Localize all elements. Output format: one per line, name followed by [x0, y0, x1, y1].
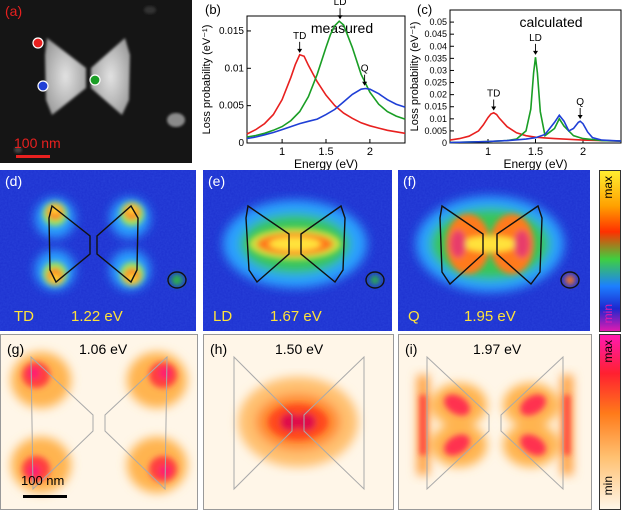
chart-calculated: 0 0.005 0.01 0.015 0.02 0.025 0.03 0.035 0.04 0.0… [409, 9, 622, 171]
colorbar-top [599, 170, 621, 332]
chart-title: calculated [519, 14, 582, 30]
blue-probe-marker [37, 80, 49, 92]
panel-f-map: (f) Q 1.95 eV [398, 170, 590, 331]
x-axis-label: Energy (eV) [503, 157, 567, 171]
scalebar-label-g: 100 nm [21, 473, 65, 488]
panel-label-d: (d) [5, 173, 23, 189]
scale-bar [23, 495, 67, 498]
y-tick-label: 0.005 [424, 126, 447, 136]
colorbar-top-max: max [601, 176, 615, 199]
y-tick-label: 0 [238, 138, 244, 149]
series-line-green [449, 57, 622, 144]
peak-annotation: LD [334, 0, 347, 8]
peak-annotation: TD [293, 31, 306, 42]
series-line-green [246, 20, 406, 138]
annotation-arrowhead [297, 48, 303, 53]
series-line-blue [246, 87, 406, 140]
annotation-arrowhead [533, 50, 538, 55]
bowtie-outline-left [48, 204, 91, 284]
red-probe-marker [32, 37, 44, 49]
y-axis-label: Loss probability (eV⁻¹) [409, 22, 421, 132]
annotation-arrowhead [337, 15, 343, 20]
x-tick-label: 1.5 [318, 146, 333, 158]
panel-label-c: (c) [417, 2, 433, 17]
y-tick-label: 0.01 [429, 114, 447, 124]
bowtie-left-triangle [45, 38, 86, 115]
mode-label-f: Q [408, 308, 420, 325]
energy-label-e: 1.67 eV [270, 308, 322, 325]
colorbar-bottom [599, 334, 621, 510]
x-tick-label: 2 [367, 146, 373, 158]
y-axis-label: Loss probability (eV⁻¹) [201, 25, 213, 135]
colorbar-bottom-min: min [601, 476, 615, 496]
y-tick-label: 0.05 [429, 17, 447, 27]
series-line-red [246, 53, 406, 135]
green-probe-marker [89, 74, 101, 86]
annotation-arrowhead [362, 81, 368, 86]
panel-label-b: (b) [205, 2, 221, 17]
mode-label-e: LD [213, 308, 233, 325]
x-tick-label: 1.5 [528, 146, 543, 158]
colorbar-bottom-max: max [601, 340, 615, 363]
panel-e-map: (e) LD 1.67 eV [203, 170, 392, 331]
x-axis-label: Energy (eV) [294, 157, 358, 171]
chart-measured: 0 0.005 0.01 0.015 1 1.5 2 Energy (eV) Loss prob… [201, 0, 406, 171]
x-tick-label: 1 [485, 146, 491, 158]
chart-title: measured [311, 20, 373, 36]
energy-label-d: 1.22 eV [71, 308, 123, 325]
panel-i-map: (i) 1.97 eV [398, 334, 592, 510]
panel-label-a: (a) [5, 3, 23, 19]
y-tick-label: 0 [442, 138, 447, 148]
series-line-blue [449, 113, 622, 144]
panel-label-e: (e) [208, 173, 226, 189]
panel-label-h: (h) [210, 341, 228, 357]
x-tick-label: 2 [580, 146, 586, 158]
peak-annotation: LD [529, 33, 542, 44]
bowtie-right-triangle [91, 38, 130, 115]
scalebar-label-a: 100 nm [14, 135, 61, 151]
peak-annotation: Q [361, 64, 369, 75]
panel-h-map: (h) 1.50 eV [203, 334, 394, 510]
y-tick-label: 0.025 [424, 78, 447, 88]
peak-annotation: TD [487, 89, 500, 100]
bowtie-outline-left [439, 204, 484, 286]
panel-label-i: (i) [405, 341, 418, 357]
panel-label-f: (f) [403, 173, 417, 189]
bowtie-outline-right [496, 204, 543, 286]
bowtie-outline-left [245, 204, 290, 284]
energy-label-i: 1.97 eV [473, 341, 522, 357]
bowtie-outline-right [300, 204, 346, 284]
y-tick-label: 0.02 [429, 90, 447, 100]
peak-annotation: Q [576, 97, 584, 108]
y-tick-label: 0.045 [424, 29, 447, 39]
y-tick-label: 0.03 [429, 65, 447, 75]
panel-g-map: (g) 1.06 eV 100 nm [0, 334, 198, 510]
y-tick-label: 0.005 [219, 101, 244, 112]
series-line-red [449, 111, 622, 142]
energy-label-f: 1.95 eV [464, 308, 516, 325]
bowtie-dark-field [0, 0, 192, 163]
x-tick-label: 1 [279, 146, 285, 158]
panel-a-image: (a) 100 nm [0, 0, 192, 163]
scale-bar [16, 155, 50, 158]
bowtie-outline-right [96, 204, 139, 284]
y-tick-label: 0.015 [219, 26, 244, 37]
colorbar-top-min: min [601, 304, 615, 324]
mode-label-d: TD [14, 308, 34, 325]
energy-label-h: 1.50 eV [275, 341, 324, 357]
energy-label-g: 1.06 eV [79, 341, 128, 357]
y-tick-label: 0.035 [424, 53, 447, 63]
annotation-arrowhead [577, 114, 583, 119]
y-tick-label: 0.01 [225, 63, 245, 74]
y-tick-label: 0.015 [424, 102, 447, 112]
annotation-arrowhead [491, 106, 497, 111]
panel-d-map: (d) TD 1.22 eV [0, 170, 196, 331]
panel-label-g: (g) [7, 341, 25, 357]
y-tick-label: 0.04 [429, 41, 447, 51]
